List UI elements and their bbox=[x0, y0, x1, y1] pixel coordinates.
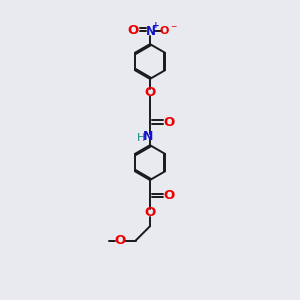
Text: $\mathregular{O}^-$: $\mathregular{O}^-$ bbox=[159, 24, 178, 36]
Text: $\mathregular{O}$: $\mathregular{O}$ bbox=[163, 189, 175, 202]
Text: $\mathregular{O}$: $\mathregular{O}$ bbox=[144, 86, 156, 99]
Text: $\mathregular{O}$: $\mathregular{O}$ bbox=[163, 116, 175, 129]
Text: $\mathregular{N}$: $\mathregular{N}$ bbox=[142, 130, 153, 143]
Text: $\mathregular{O}$: $\mathregular{O}$ bbox=[114, 234, 126, 247]
Text: $\mathregular{O}$: $\mathregular{O}$ bbox=[128, 23, 140, 37]
Text: $\mathregular{N}$: $\mathregular{N}$ bbox=[145, 25, 155, 38]
Text: $\mathregular{O}$: $\mathregular{O}$ bbox=[144, 206, 156, 220]
Text: $\mathregular{H}$: $\mathregular{H}$ bbox=[136, 130, 146, 142]
Text: $\mathregular{+}$: $\mathregular{+}$ bbox=[151, 20, 159, 31]
